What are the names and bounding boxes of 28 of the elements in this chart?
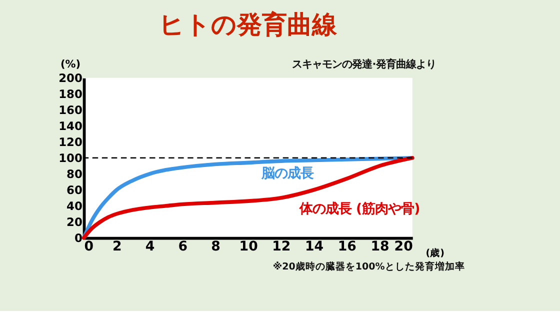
y-tick-label: 180: [58, 87, 82, 102]
x-tick-label: 12: [272, 240, 291, 255]
x-axis-title: (歳): [426, 246, 444, 259]
y-axis-title: (%): [60, 58, 81, 70]
y-tick-label: 160: [58, 103, 82, 118]
x-tick-label: 18: [370, 240, 390, 255]
text: ※20歳時の臓器を100%とした発育増加率: [272, 260, 465, 272]
x-tick-label: 6: [178, 240, 188, 255]
y-tick-label: 60: [66, 183, 82, 198]
x-tick-label: 0: [84, 240, 94, 255]
y-tick-label: 140: [58, 119, 82, 134]
x-tick-label: 4: [145, 240, 155, 255]
y-tick-label: 100: [58, 151, 82, 166]
x-tick-label: 2: [112, 240, 122, 255]
y-tick-label: 20: [66, 215, 82, 230]
text: スキャモンの発達·発育曲線より: [292, 58, 436, 70]
y-tick-label: 80: [66, 167, 82, 182]
x-tick-label: 20: [394, 240, 413, 255]
series-label: 体の成長 (筋肉や骨): [298, 202, 420, 217]
y-tick-label: 200: [58, 71, 82, 86]
x-tick-label: 10: [239, 240, 258, 255]
x-tick-label: 8: [211, 240, 220, 255]
x-tick-label: 16: [338, 240, 356, 255]
x-tick-label: 14: [305, 240, 324, 255]
chart-title: ヒトの発育曲線: [159, 10, 338, 40]
y-tick-label: 120: [58, 135, 82, 150]
series-label: 脳の成長: [260, 166, 314, 182]
y-tick-label: 40: [66, 199, 82, 214]
